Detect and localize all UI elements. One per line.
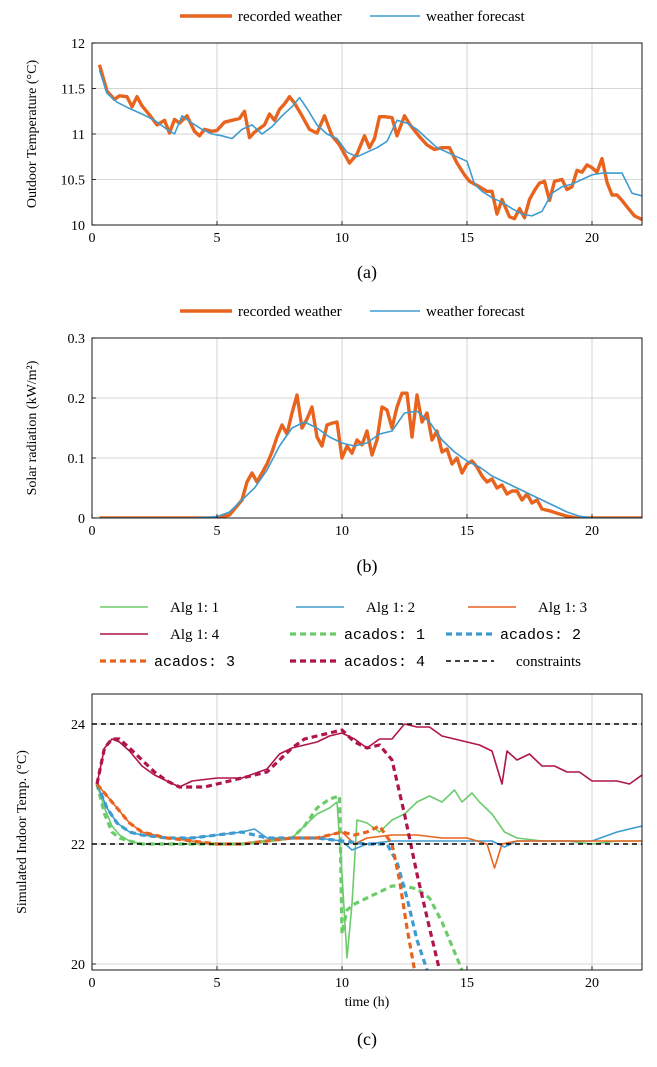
series-line <box>99 391 642 518</box>
legend-label: Alg 1: 3 <box>538 600 587 616</box>
y-tick-label: 0.1 <box>68 452 86 467</box>
series-line <box>97 64 642 222</box>
series-line <box>96 783 642 869</box>
series-line <box>96 783 642 959</box>
x-tick-label: 20 <box>585 231 599 246</box>
x-tick-label: 20 <box>585 976 599 991</box>
x-tick-label: 5 <box>214 976 221 991</box>
legend-label: acados: 4 <box>344 654 425 671</box>
legend-label: Alg 1: 4 <box>170 627 220 643</box>
y-tick-label: 11.5 <box>61 83 85 98</box>
y-tick-label: 22 <box>71 838 85 853</box>
y-tick-label: 0 <box>78 512 85 527</box>
y-tick-label: 0.3 <box>68 332 86 347</box>
y-axis-label: Simulated Indoor Temp. (°C) <box>15 750 30 914</box>
legend-label-forecast: weather forecast <box>426 304 526 320</box>
y-tick-label: 10.5 <box>61 174 86 189</box>
y-axis-label: Outdoor Temperature (°C) <box>25 60 40 209</box>
series-line <box>98 70 642 217</box>
legend-label-recorded: recorded weather <box>238 9 342 25</box>
series-line <box>95 782 417 970</box>
x-tick-label: 5 <box>214 231 221 246</box>
x-tick-label: 10 <box>335 524 349 539</box>
legend-label: acados: 1 <box>344 627 425 644</box>
series-line <box>96 723 642 788</box>
x-tick-label: 0 <box>89 231 96 246</box>
legend-label: acados: 2 <box>500 627 581 644</box>
x-tick-label: 20 <box>585 524 599 539</box>
plot-frame <box>91 693 643 971</box>
panel-caption: (b) <box>357 556 378 577</box>
legend-label-recorded: recorded weather <box>238 304 342 320</box>
y-tick-label: 20 <box>71 958 85 973</box>
x-tick-label: 5 <box>214 524 221 539</box>
y-tick-label: 12 <box>71 37 85 52</box>
panel-caption: (c) <box>357 1029 377 1050</box>
plot-frame <box>91 337 643 519</box>
y-axis-label: Solar radiation (kW/m²) <box>25 360 40 495</box>
legend-label: acados: 3 <box>154 654 235 671</box>
x-tick-label: 10 <box>335 231 349 246</box>
x-tick-label: 15 <box>460 976 474 991</box>
series-line <box>99 410 642 518</box>
legend-label: Alg 1: 2 <box>366 600 415 616</box>
x-axis-label: time (h) <box>345 995 390 1010</box>
legend-label-forecast: weather forecast <box>426 9 526 25</box>
x-tick-label: 10 <box>335 976 349 991</box>
y-tick-label: 24 <box>71 718 85 733</box>
y-tick-label: 0.2 <box>68 392 86 407</box>
x-tick-label: 0 <box>89 976 96 991</box>
x-tick-label: 15 <box>460 524 474 539</box>
y-tick-label: 10 <box>71 219 85 234</box>
series-line <box>95 728 442 970</box>
panel-caption: (a) <box>357 262 377 283</box>
y-tick-label: 11 <box>72 128 85 143</box>
series-line <box>95 783 429 970</box>
x-tick-label: 0 <box>89 524 96 539</box>
legend-label: Alg 1: 1 <box>170 600 219 616</box>
x-tick-label: 15 <box>460 231 474 246</box>
legend-label: constraints <box>516 654 581 670</box>
series-line <box>95 783 464 970</box>
